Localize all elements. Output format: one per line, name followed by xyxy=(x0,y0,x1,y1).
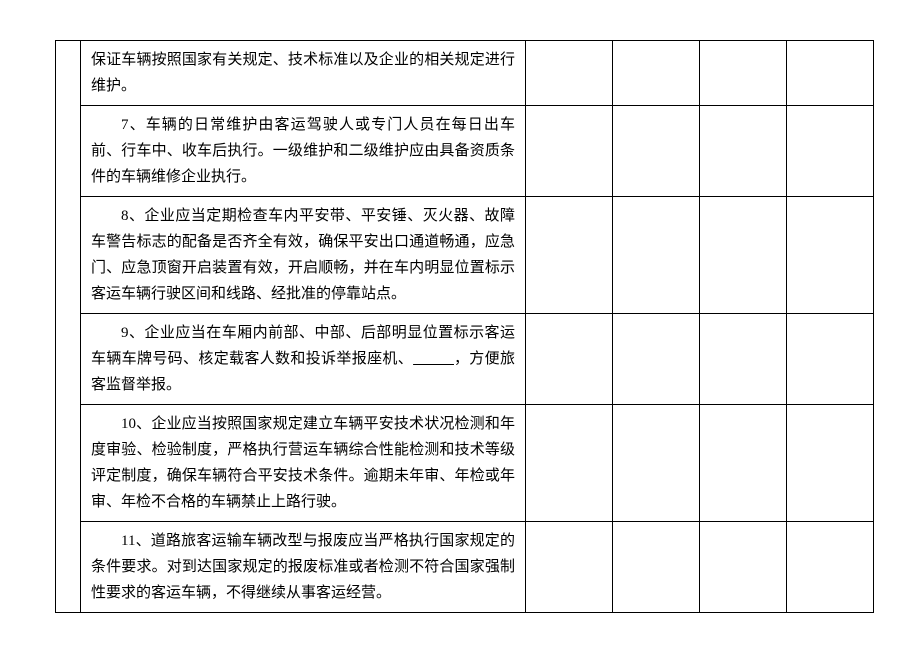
empty-cell xyxy=(700,106,787,197)
empty-cell xyxy=(787,106,874,197)
empty-cell xyxy=(613,405,700,522)
empty-cell xyxy=(700,314,787,405)
table-row: 11、道路旅客运输车辆改型与报废应当严格执行国家规定的条件要求。对到达国家规定的… xyxy=(56,522,874,613)
empty-cell xyxy=(613,106,700,197)
content-cell-2: 8、企业应当定期检查车内平安带、平安锤、灭火器、故障车警告标志的配备是否齐全有效… xyxy=(81,197,526,314)
empty-cell xyxy=(613,41,700,106)
empty-cell xyxy=(526,405,613,522)
index-cell xyxy=(56,41,81,613)
document-table: 保证车辆按照国家有关规定、技术标准以及企业的相关规定进行维护。 7、车辆的日常维… xyxy=(55,40,874,613)
empty-cell xyxy=(526,41,613,106)
empty-cell xyxy=(787,405,874,522)
table-body: 保证车辆按照国家有关规定、技术标准以及企业的相关规定进行维护。 7、车辆的日常维… xyxy=(56,41,874,613)
empty-cell xyxy=(787,522,874,613)
content-cell-0: 保证车辆按照国家有关规定、技术标准以及企业的相关规定进行维护。 xyxy=(81,41,526,106)
empty-cell xyxy=(526,314,613,405)
empty-cell xyxy=(700,197,787,314)
empty-cell xyxy=(787,197,874,314)
empty-cell xyxy=(787,314,874,405)
table-row: 7、车辆的日常维护由客运驾驶人或专门人员在每日出车前、行车中、收车后执行。一级维… xyxy=(56,106,874,197)
content-cell-3: 9、企业应当在车厢内前部、中部、后部明显位置标示客运车辆车牌号码、核定载客人数和… xyxy=(81,314,526,405)
empty-cell xyxy=(700,405,787,522)
content-cell-5: 11、道路旅客运输车辆改型与报废应当严格执行国家规定的条件要求。对到达国家规定的… xyxy=(81,522,526,613)
table-row: 保证车辆按照国家有关规定、技术标准以及企业的相关规定进行维护。 xyxy=(56,41,874,106)
empty-cell xyxy=(700,522,787,613)
content-cell-4: 10、企业应当按照国家规定建立车辆平安技术状况检测和年度审验、检验制度，严格执行… xyxy=(81,405,526,522)
empty-cell xyxy=(613,522,700,613)
empty-cell xyxy=(700,41,787,106)
empty-cell xyxy=(526,197,613,314)
empty-cell xyxy=(613,314,700,405)
empty-cell xyxy=(613,197,700,314)
table-row: 8、企业应当定期检查车内平安带、平安锤、灭火器、故障车警告标志的配备是否齐全有效… xyxy=(56,197,874,314)
empty-cell xyxy=(787,41,874,106)
empty-cell xyxy=(526,106,613,197)
table-row: 9、企业应当在车厢内前部、中部、后部明显位置标示客运车辆车牌号码、核定载客人数和… xyxy=(56,314,874,405)
empty-cell xyxy=(526,522,613,613)
content-cell-1: 7、车辆的日常维护由客运驾驶人或专门人员在每日出车前、行车中、收车后执行。一级维… xyxy=(81,106,526,197)
table-row: 10、企业应当按照国家规定建立车辆平安技术状况检测和年度审验、检验制度，严格执行… xyxy=(56,405,874,522)
